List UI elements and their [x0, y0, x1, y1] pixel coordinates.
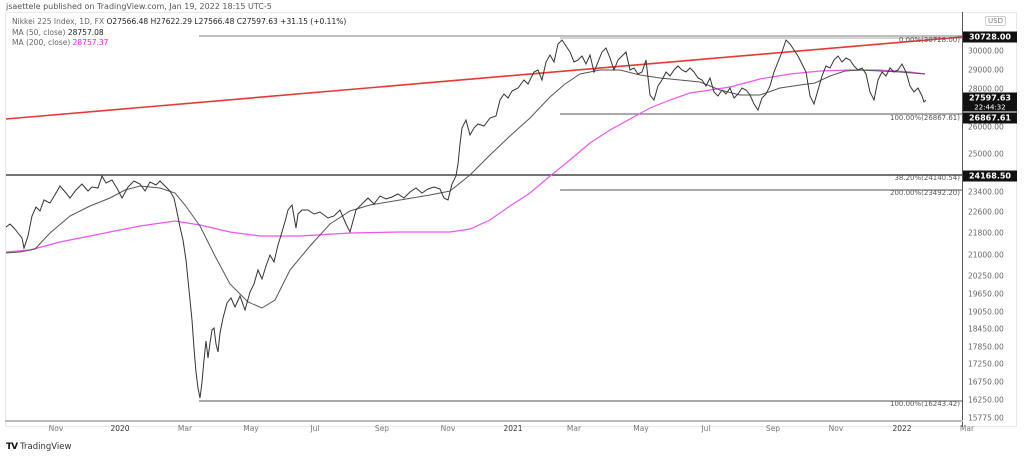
ma50-value: 28757.08: [67, 27, 104, 37]
price-label: 29000.00: [968, 65, 1004, 75]
price-label: 15775.00: [968, 413, 1004, 423]
time-label: Nov: [828, 424, 844, 433]
price-label: 21000.00: [968, 250, 1004, 260]
price-label: 30000.00: [968, 46, 1004, 56]
price-badge-value: 30728.00: [968, 32, 1011, 42]
price-label: 26000.00: [968, 122, 1004, 132]
price-label: 17850.00: [968, 342, 1004, 352]
price-label: 16750.00: [968, 377, 1004, 387]
time-label: Mar: [566, 424, 582, 433]
time-label: 2021: [503, 424, 523, 433]
time-label: 2022: [892, 424, 912, 433]
price-label: 28000.00: [968, 84, 1004, 94]
price-label: 19650.00: [968, 289, 1004, 299]
time-label: May: [633, 424, 649, 433]
price-label: 22600.00: [968, 207, 1004, 217]
chart-legend: Nikkei 225 Index, 1D, FX O27566.48 H2762…: [12, 17, 346, 49]
legend-change: +31.15 (+0.11%): [280, 17, 347, 26]
time-label: Mar: [959, 424, 975, 433]
time-label: May: [243, 424, 259, 433]
price-badge: 26867.61: [963, 112, 1017, 124]
bar-countdown: 22:44:32: [974, 103, 1006, 112]
ma200-label: MA (200, close): [12, 38, 71, 47]
price-label: 20250.00: [968, 271, 1004, 281]
publisher-line: jsaettele published on TradingView.com, …: [6, 2, 272, 11]
legend-symbol-row: Nikkei 225 Index, 1D, FX O27566.48 H2762…: [12, 17, 346, 28]
fib-level-label: 100.00%(16243.42): [889, 400, 960, 408]
price-axis[interactable]: [962, 12, 1017, 427]
time-label: Jul: [310, 424, 320, 433]
legend-ma200-row[interactable]: MA (200, close) 28757.37: [12, 38, 346, 49]
legend-high: H27622.29: [150, 17, 192, 26]
time-label: Nov: [440, 424, 456, 433]
tradingview-logo[interactable]: TV TradingView: [6, 442, 71, 452]
chart-frame: [5, 12, 1017, 427]
fib-level-label: 0.00%(30728.00): [898, 36, 960, 44]
price-label: 19050.00: [968, 307, 1004, 317]
price-badge: 24168.50: [963, 170, 1017, 182]
ma200-value: 28757.37: [72, 38, 109, 47]
time-label: 2020: [110, 424, 130, 433]
time-label: Sep: [765, 424, 781, 433]
red-trendline[interactable]: [5, 36, 963, 120]
legend-open: O27566.48: [106, 17, 149, 26]
fib-level-label: 38.20%(24140.54): [894, 174, 960, 182]
time-label: Nov: [48, 424, 64, 433]
price-label: 16250.00: [968, 395, 1004, 405]
ma200-line[interactable]: [5, 69, 926, 253]
legend-ma50-row[interactable]: MA (50, close) 28757.08: [12, 28, 346, 39]
legend-symbol[interactable]: Nikkei 225 Index, 1D, FX: [12, 17, 105, 26]
fib-level-label: 200.00%(23492.20): [889, 189, 960, 197]
price-badge-value: 24168.50: [968, 171, 1011, 181]
price-label: 17250.00: [968, 359, 1004, 369]
time-axis[interactable]: [5, 420, 963, 429]
price-badge-value: 26867.61: [968, 113, 1011, 123]
tv-brand-text: TradingView: [20, 442, 72, 452]
ma50-label: MA (50, close): [12, 27, 66, 37]
price-badge: 27597.63 22:44:32: [963, 92, 1017, 112]
time-label: Mar: [177, 424, 193, 433]
time-label: Jul: [701, 424, 711, 433]
currency-selector[interactable]: USD: [985, 16, 1006, 26]
price-label: 25000.00: [968, 149, 1004, 159]
tv-logo-icon: TV: [6, 442, 18, 452]
price-badge-value: 27597.63: [968, 93, 1011, 103]
time-label: Sep: [374, 424, 390, 433]
legend-close: C27597.63: [236, 17, 278, 26]
fib-level-label: 100.00%(26867.61): [889, 114, 960, 122]
price-bars[interactable]: [5, 39, 927, 399]
price-label: 23400.00: [968, 187, 1004, 197]
price-badge: 30728.00: [963, 31, 1017, 43]
price-label: 21800.00: [968, 228, 1004, 238]
legend-low: L27566.48: [194, 17, 235, 26]
price-label: 18450.00: [968, 324, 1004, 334]
